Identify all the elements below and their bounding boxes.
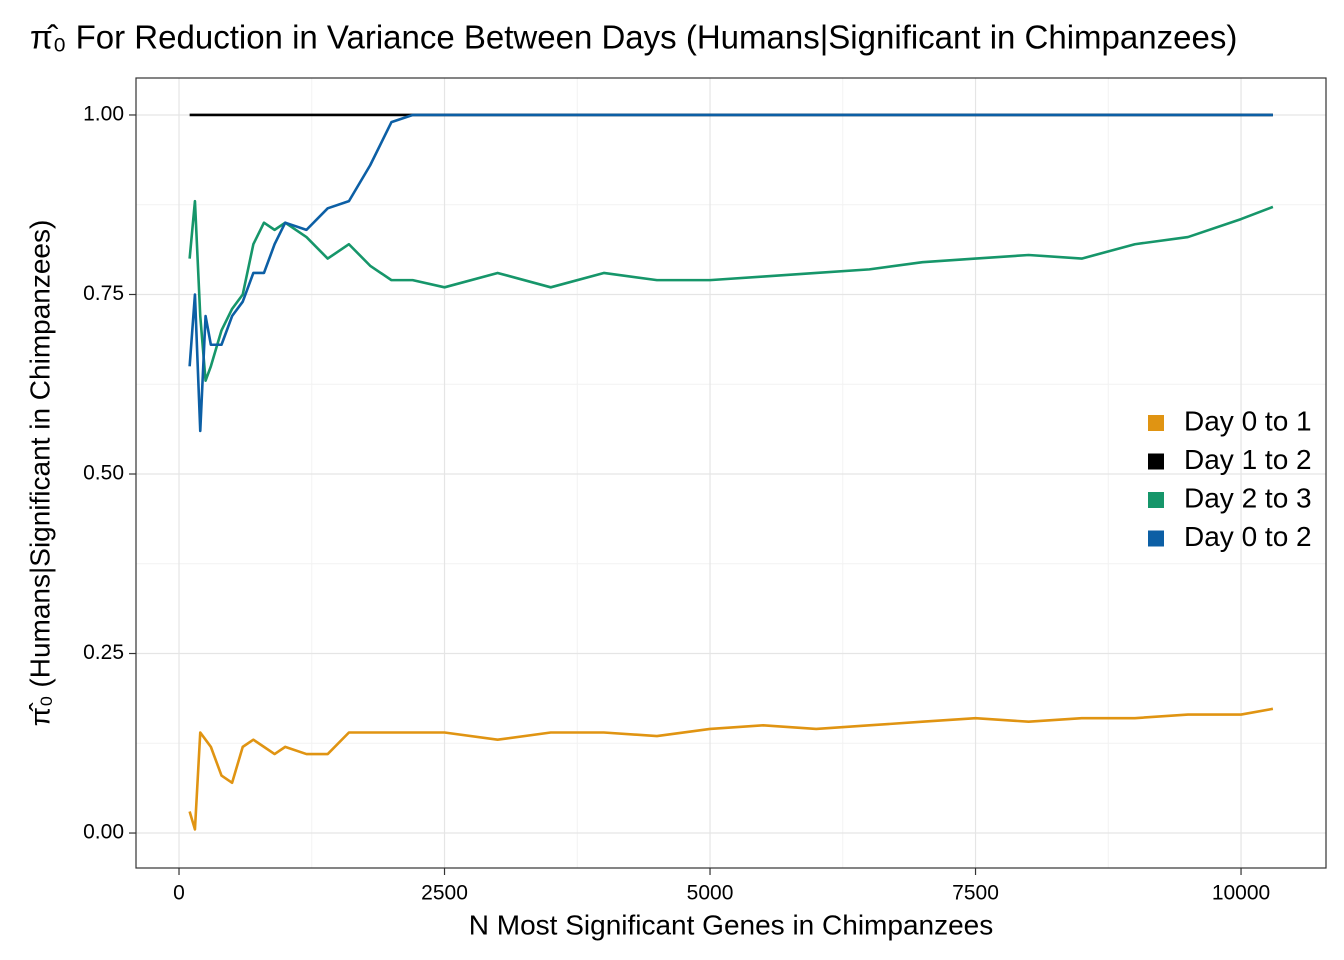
legend-label: Day 1 to 2 — [1184, 444, 1312, 475]
panel-border — [135, 77, 1327, 869]
legend-key — [1148, 453, 1164, 470]
x-tick-label: 2500 — [421, 882, 468, 905]
series-line — [188, 707, 1274, 831]
series-line — [188, 113, 1273, 433]
series-line — [188, 199, 1274, 382]
x-tick-label: 5000 — [687, 882, 734, 905]
y-tick-label: 0.25 — [83, 641, 124, 664]
legend-key — [1148, 415, 1164, 431]
legend-key — [1148, 530, 1164, 547]
legend-label: Day 2 to 3 — [1184, 482, 1312, 513]
y-tick-label: 1.00 — [83, 103, 124, 126]
legend-label: Day 0 to 2 — [1184, 521, 1312, 552]
x-axis-title: N Most Significant Genes in Chimpanzees — [469, 909, 993, 940]
chart-title: π̂₀ For Reduction in Variance Between Da… — [30, 19, 1237, 56]
x-tick-label: 7500 — [952, 882, 999, 905]
y-tick-label: 0.75 — [83, 282, 124, 305]
legend-label: Day 0 to 1 — [1184, 405, 1312, 436]
x-tick-label: 10000 — [1212, 882, 1270, 905]
y-axis-title: π̂₀ (Humans|Significant in Chimpanzees) — [24, 220, 55, 727]
x-tick-label: 0 — [173, 882, 185, 905]
y-tick-label: 0.00 — [83, 821, 124, 844]
y-tick-label: 0.50 — [83, 462, 124, 485]
legend-key — [1148, 492, 1164, 508]
